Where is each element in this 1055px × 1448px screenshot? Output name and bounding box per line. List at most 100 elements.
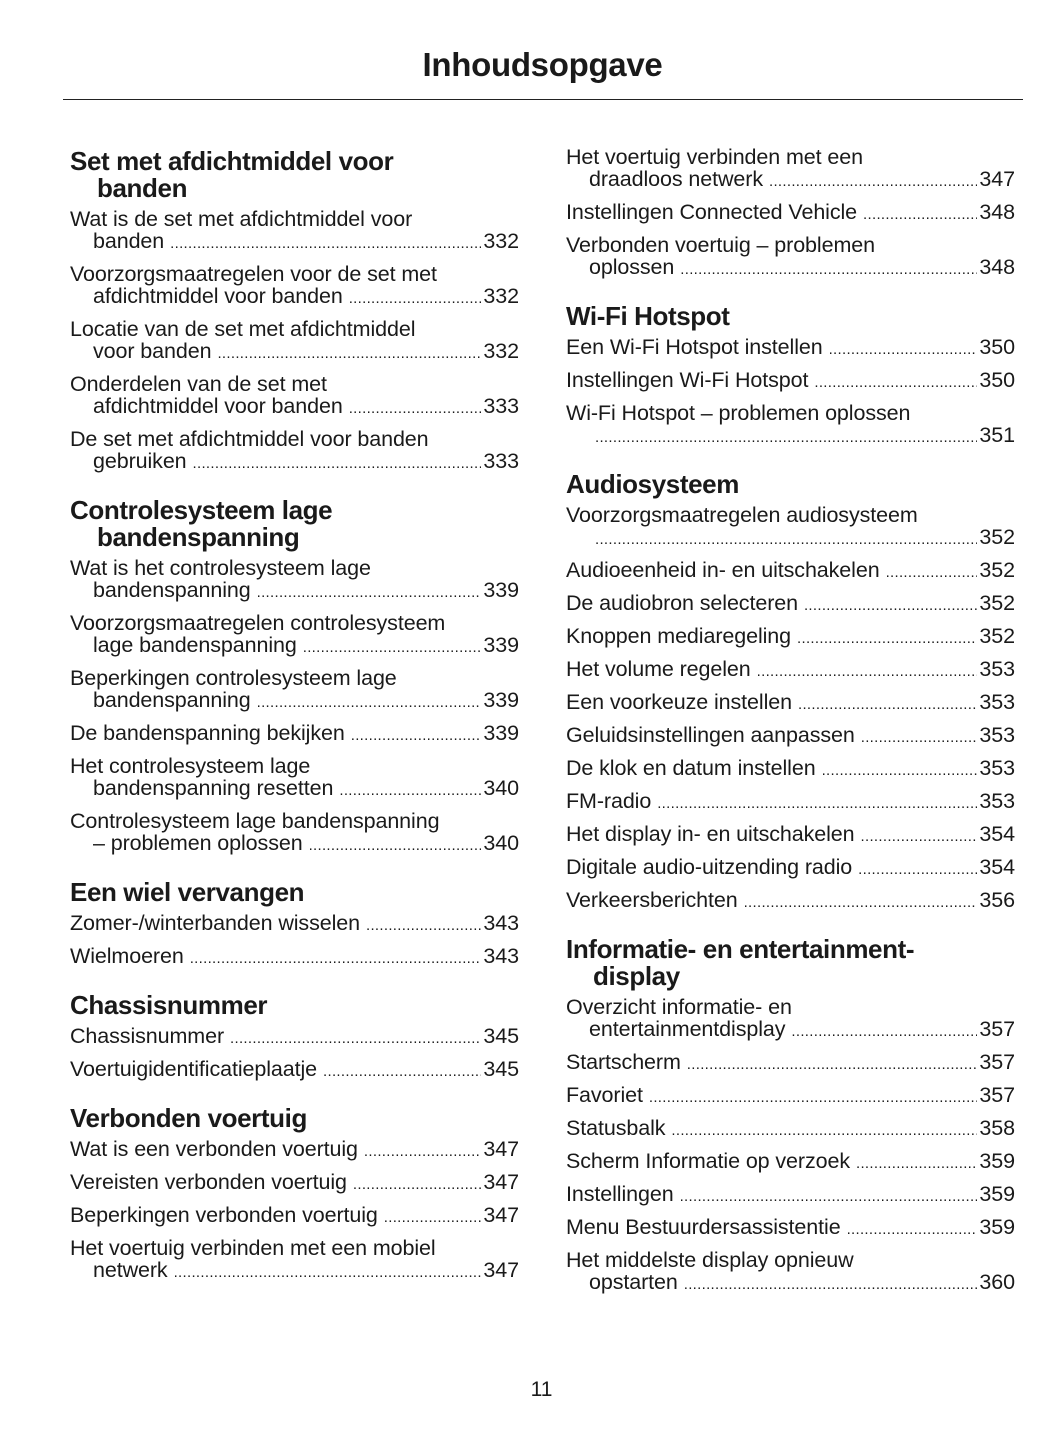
entry-page-number: 350 [979, 368, 1015, 392]
entry-title: Locatie van de set met afdichtmiddel [70, 317, 416, 341]
entry-title: Verkeersberichten [566, 888, 738, 912]
dot-leader [349, 285, 482, 310]
entry-leader-row: netwerk 347 [70, 1259, 519, 1284]
toc-entry[interactable]: Het volume regelen 353 [566, 658, 1015, 683]
dot-leader [349, 395, 482, 420]
toc-entry[interactable]: Wat is een verbonden voertuig 347 [70, 1138, 519, 1163]
entry-title-continuation: gebruiken [93, 449, 187, 473]
toc-entry[interactable]: Digitale audio-uitzending radio 354 [566, 856, 1015, 881]
toc-entry[interactable]: Wielmoeren 343 [70, 945, 519, 970]
dot-leader [687, 1051, 978, 1076]
section-heading-line: Chassisnummer [70, 990, 268, 1020]
toc-entry[interactable]: Locatie van de set met afdichtmiddel voor… [70, 318, 519, 365]
toc-entry[interactable]: Verkeersberichten 356 [566, 889, 1015, 914]
toc-entry[interactable]: Zomer-/winterbanden wisselen 343 [70, 912, 519, 937]
entry-leader-row: entertainmentdisplay 357 [566, 1018, 1015, 1043]
toc-entry[interactable]: Voorzorgsmaatregelen voor de set met afdi… [70, 263, 519, 310]
entry-title-continuation: lage bandenspanning [93, 633, 297, 657]
toc-entry[interactable]: Een Wi-Fi Hotspot instellen 350 [566, 336, 1015, 361]
entry-title: De klok en datum instellen [566, 756, 816, 780]
toc-entry[interactable]: Het controlesysteem lage bandenspanning r… [70, 755, 519, 802]
toc-entry[interactable]: Knoppen mediaregeling 352 [566, 625, 1015, 650]
toc-entry[interactable]: Instellingen Wi-Fi Hotspot 350 [566, 369, 1015, 394]
entry-page-number: 347 [483, 1203, 519, 1227]
dot-leader [351, 722, 482, 747]
entry-title: Wat is het controlesysteem lage [70, 556, 371, 580]
entry-title: Overzicht informatie- en [566, 995, 792, 1019]
toc-entry[interactable]: Statusbalk 358 [566, 1117, 1015, 1142]
entry-leader-row: Voertuigidentificatieplaatje 345 [70, 1058, 519, 1083]
entry-page-number: 354 [979, 822, 1015, 846]
dot-leader [657, 790, 977, 815]
toc-entry[interactable]: Instellingen Connected Vehicle 348 [566, 201, 1015, 226]
toc-section: Verbonden voertuig Wat is een verbonden v… [70, 1105, 519, 1284]
toc-entry[interactable]: Voorzorgsmaatregelen audiosysteem 352 [566, 504, 1015, 551]
entry-page-number: 352 [979, 558, 1015, 582]
toc-entry[interactable]: Wat is het controlesysteem lage bandenspa… [70, 557, 519, 604]
toc-entry[interactable]: Audioeenheid in- en uitschakelen 352 [566, 559, 1015, 584]
entry-page-number: 339 [483, 578, 519, 602]
toc-section: Controlesysteem lage bandenspanning Wat is… [70, 497, 519, 857]
title-divider [63, 99, 1023, 100]
section-heading-line: Verbonden voertuig [70, 1103, 307, 1133]
entry-page-number: 359 [979, 1215, 1015, 1239]
dot-leader [366, 912, 481, 937]
entry-title: Voorzorgsmaatregelen controlesysteem [70, 611, 446, 635]
toc-entry[interactable]: De bandenspanning bekijken 339 [70, 722, 519, 747]
toc-entry[interactable]: Het voertuig verbinden met een draadloos … [566, 146, 1015, 193]
entry-leader-row: De klok en datum instellen 353 [566, 757, 1015, 782]
toc-entry[interactable]: Onderdelen van de set met afdichtmiddel v… [70, 373, 519, 420]
toc-entry[interactable]: Scherm Informatie op verzoek 359 [566, 1150, 1015, 1175]
dot-leader [230, 1025, 481, 1050]
toc-entry[interactable]: De set met afdichtmiddel voor banden gebr… [70, 428, 519, 475]
entry-leader-row: Knoppen mediaregeling 352 [566, 625, 1015, 650]
toc-entry[interactable]: Een voorkeuze instellen 353 [566, 691, 1015, 716]
entry-title-continuation: oplossen [589, 255, 675, 279]
toc-section: Chassisnummer Chassisnummer345 Voertuigide… [70, 992, 519, 1083]
toc-entry[interactable]: Vereisten verbonden voertuig 347 [70, 1171, 519, 1196]
toc-entry[interactable]: Menu Bestuurdersassistentie 359 [566, 1216, 1015, 1241]
toc-entry[interactable]: Controlesysteem lage bandenspanning – pro… [70, 810, 519, 857]
entry-leader-row: Verkeersberichten 356 [566, 889, 1015, 914]
entry-leader-row: draadloos netwerk 347 [566, 168, 1015, 193]
toc-entry[interactable]: Het voertuig verbinden met een mobiel net… [70, 1237, 519, 1284]
toc-entry[interactable]: Instellingen 359 [566, 1183, 1015, 1208]
dot-leader [170, 230, 481, 255]
dot-leader [769, 168, 977, 193]
entry-title: Menu Bestuurdersassistentie [566, 1215, 841, 1239]
toc-entry[interactable]: Voorzorgsmaatregelen controlesysteem lage… [70, 612, 519, 659]
entry-page-number: 351 [979, 423, 1015, 447]
entry-leader-row: Wat is een verbonden voertuig 347 [70, 1138, 519, 1163]
toc-entry[interactable]: FM-radio 353 [566, 790, 1015, 815]
entry-title-continuation: bandenspanning [93, 688, 251, 712]
toc-entry[interactable]: Het display in- en uitschakelen 354 [566, 823, 1015, 848]
toc-entry[interactable]: Wat is de set met afdichtmiddel voor band… [70, 208, 519, 255]
toc-entry[interactable]: De audiobron selecteren 352 [566, 592, 1015, 617]
toc-entry[interactable]: Chassisnummer 345 [70, 1025, 519, 1050]
dot-leader [309, 832, 482, 857]
entry-leader-row: FM-radio 353 [566, 790, 1015, 815]
entry-page-number: 352 [979, 624, 1015, 648]
toc-entry[interactable]: Voertuigidentificatieplaatje 345 [70, 1058, 519, 1083]
entry-page-number: 345 [483, 1057, 519, 1081]
entry-page-number: 340 [483, 776, 519, 800]
section-heading-line: display [593, 961, 680, 991]
toc-entry[interactable]: Wi-Fi Hotspot – problemen oplossen 351 [566, 402, 1015, 449]
entry-title: Startscherm [566, 1050, 681, 1074]
toc-entry[interactable]: Geluidsinstellingen aanpassen 353 [566, 724, 1015, 749]
toc-entry[interactable]: Startscherm 357 [566, 1051, 1015, 1076]
entry-page-number: 339 [483, 721, 519, 745]
toc-entry[interactable]: Overzicht informatie- en entertainmentdis… [566, 996, 1015, 1043]
toc-entry[interactable]: Favoriet 357 [566, 1084, 1015, 1109]
entry-title-continuation: draadloos netwerk [589, 167, 763, 191]
toc-entry[interactable]: Beperkingen controlesysteem lage bandensp… [70, 667, 519, 714]
entry-title: Instellingen Wi-Fi Hotspot [566, 368, 809, 392]
toc-entry[interactable]: Beperkingen verbonden voertuig 347 [70, 1204, 519, 1229]
toc-entry[interactable]: De klok en datum instellen 353 [566, 757, 1015, 782]
entry-title: Zomer-/winterbanden wisselen [70, 911, 360, 935]
section-heading: Audiosysteem [566, 471, 1015, 498]
entry-title: Favoriet [566, 1083, 643, 1107]
entry-page-number: 348 [979, 200, 1015, 224]
